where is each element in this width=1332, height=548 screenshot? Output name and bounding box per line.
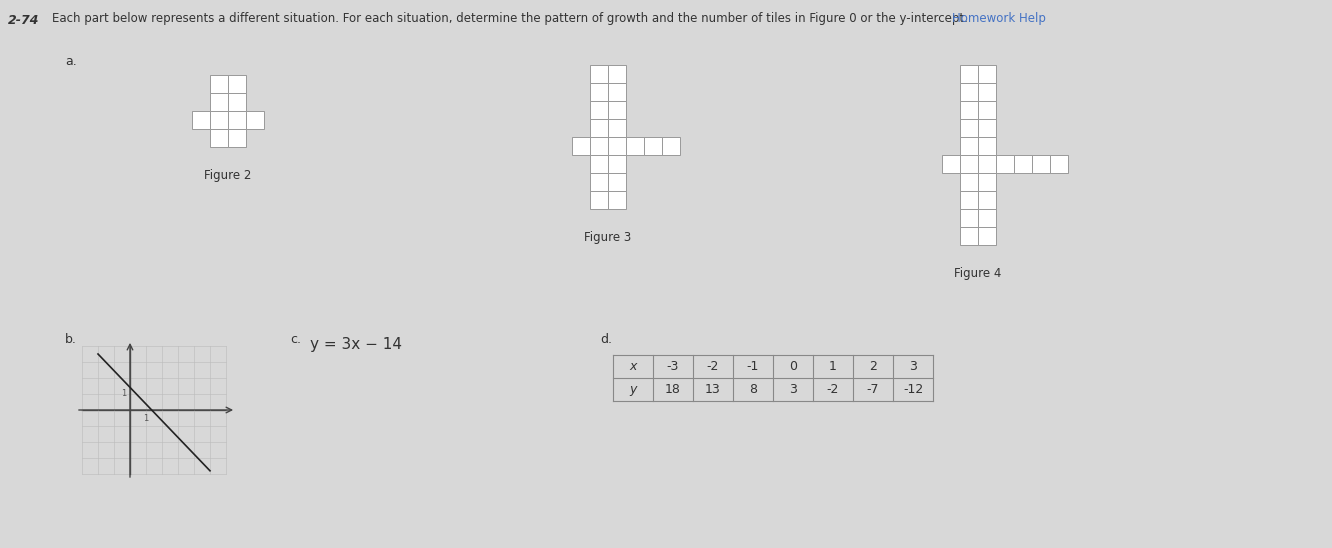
Text: a.: a. [65, 55, 77, 68]
Bar [643, 137, 662, 155]
Bar [978, 119, 996, 137]
Text: -1: -1 [747, 360, 759, 373]
Bar [978, 101, 996, 119]
Text: 2: 2 [868, 360, 876, 373]
Bar [590, 101, 607, 119]
Bar [246, 111, 264, 129]
Bar [590, 155, 607, 173]
Text: Each part below represents a different situation. For each situation, determine : Each part below represents a different s… [52, 12, 968, 25]
Bar [590, 83, 607, 101]
Bar [978, 191, 996, 209]
Bar [210, 129, 228, 147]
Bar [960, 209, 978, 227]
Text: -2: -2 [707, 360, 719, 373]
Bar [960, 155, 978, 173]
Bar [590, 65, 607, 83]
Bar [607, 101, 626, 119]
Bar [960, 119, 978, 137]
Bar [1032, 155, 1050, 173]
Text: d.: d. [599, 333, 611, 346]
Bar [607, 173, 626, 191]
Text: 1: 1 [121, 390, 127, 398]
Bar [571, 137, 590, 155]
Bar [228, 129, 246, 147]
Text: 3: 3 [908, 360, 916, 373]
Bar [210, 75, 228, 93]
Bar [960, 137, 978, 155]
Text: Figure 3: Figure 3 [585, 231, 631, 244]
Text: 3: 3 [789, 383, 797, 396]
Text: 13: 13 [705, 383, 721, 396]
Bar [590, 191, 607, 209]
Bar [228, 111, 246, 129]
Bar [960, 101, 978, 119]
Bar [210, 93, 228, 111]
Text: -12: -12 [903, 383, 923, 396]
Text: 2-74: 2-74 [8, 14, 40, 27]
Text: Figure 2: Figure 2 [204, 169, 252, 182]
Bar [607, 65, 626, 83]
Bar [978, 173, 996, 191]
Bar [942, 155, 960, 173]
Bar [590, 173, 607, 191]
Bar [607, 191, 626, 209]
Text: 8: 8 [749, 383, 757, 396]
Text: x: x [629, 360, 637, 373]
Text: -7: -7 [867, 383, 879, 396]
Text: 1: 1 [144, 414, 149, 423]
Bar [192, 111, 210, 129]
Text: c.: c. [290, 333, 301, 346]
Bar [607, 119, 626, 137]
Bar [228, 75, 246, 93]
Bar [978, 209, 996, 227]
Bar [960, 191, 978, 209]
Bar [1050, 155, 1068, 173]
Text: -2: -2 [827, 383, 839, 396]
Bar [607, 137, 626, 155]
Bar [662, 137, 681, 155]
Bar [590, 137, 607, 155]
Text: Homework Help: Homework Help [952, 12, 1046, 25]
Bar [978, 137, 996, 155]
Bar [210, 111, 228, 129]
Text: 0: 0 [789, 360, 797, 373]
Bar [978, 83, 996, 101]
Bar [960, 227, 978, 245]
Bar [978, 155, 996, 173]
Text: Figure 4: Figure 4 [954, 267, 1002, 280]
Bar [996, 155, 1014, 173]
Text: y: y [629, 383, 637, 396]
Bar [590, 119, 607, 137]
Bar [607, 83, 626, 101]
Bar [978, 65, 996, 83]
Text: y = 3x − 14: y = 3x − 14 [310, 337, 402, 352]
Text: b.: b. [65, 333, 77, 346]
Bar [978, 227, 996, 245]
Bar [626, 137, 643, 155]
Bar [607, 155, 626, 173]
Bar [1014, 155, 1032, 173]
Bar [960, 65, 978, 83]
Text: -3: -3 [667, 360, 679, 373]
Bar [960, 173, 978, 191]
Text: 18: 18 [665, 383, 681, 396]
Bar [228, 93, 246, 111]
Bar [960, 83, 978, 101]
Text: 1: 1 [829, 360, 836, 373]
